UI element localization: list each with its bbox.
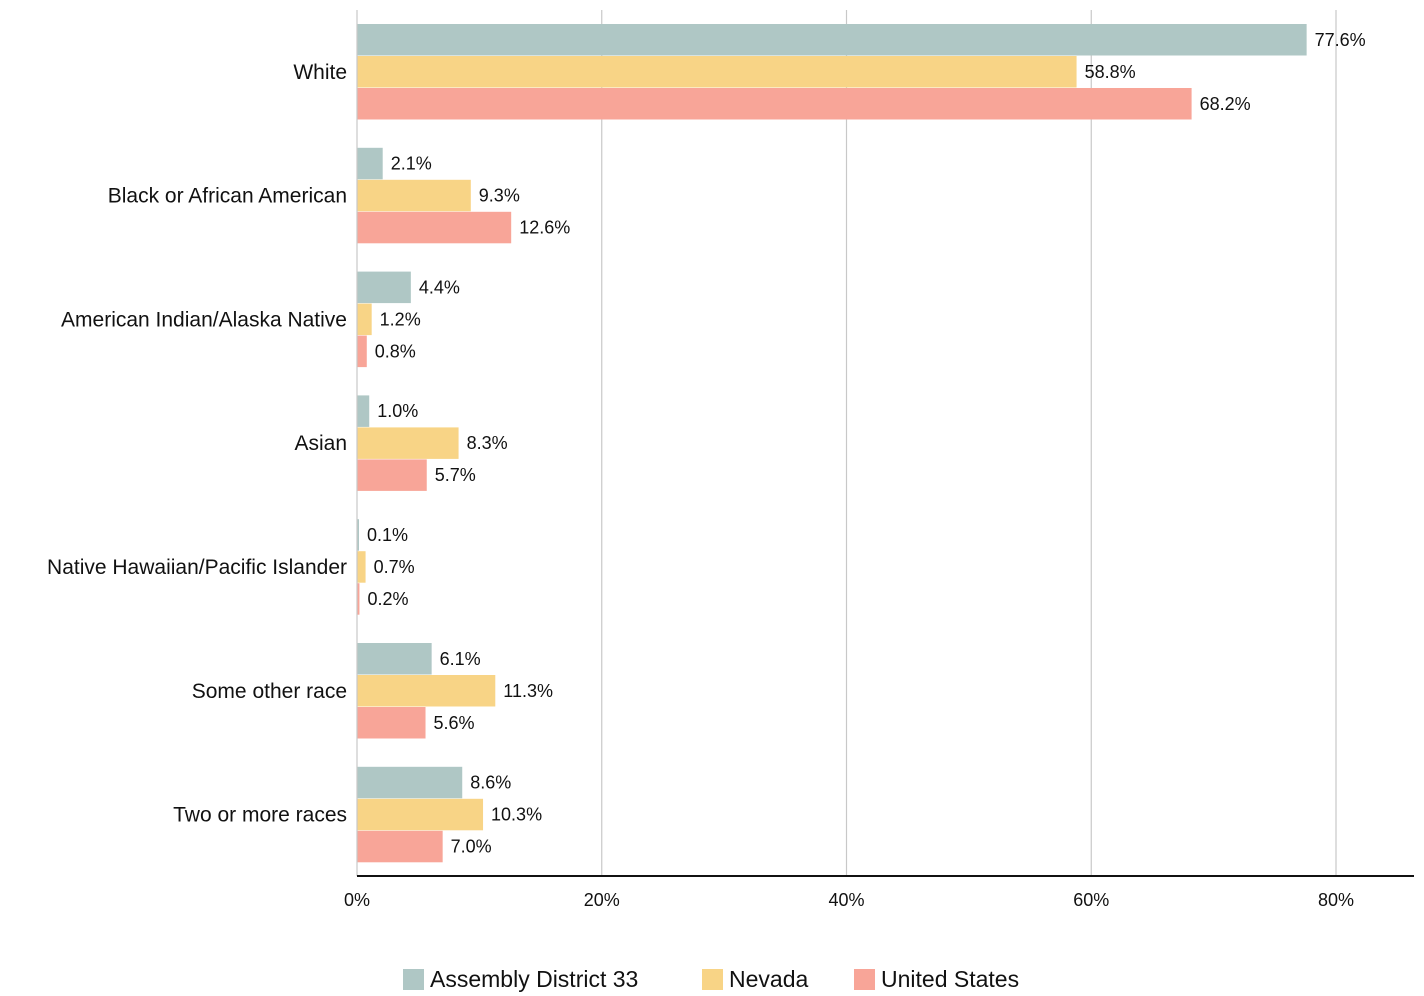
bar — [357, 395, 370, 427]
data-label: 0.7% — [374, 557, 415, 577]
bar — [357, 766, 463, 799]
bar — [357, 830, 443, 863]
data-label: 5.6% — [434, 713, 475, 733]
bar — [357, 707, 426, 739]
bar — [357, 56, 1077, 88]
data-label: 6.1% — [440, 649, 481, 669]
bar — [357, 643, 432, 675]
data-label: 0.2% — [367, 589, 408, 609]
bar — [357, 551, 366, 583]
legend-label: Assembly District 33 — [430, 966, 638, 992]
data-label: 77.6% — [1315, 30, 1366, 50]
bar — [357, 675, 496, 707]
data-label: 58.8% — [1085, 62, 1136, 82]
bar — [357, 519, 359, 551]
data-label: 11.3% — [503, 681, 553, 701]
data-label: 1.0% — [377, 401, 418, 421]
data-label: 1.2% — [380, 309, 421, 329]
legend-swatch — [702, 969, 723, 990]
legend-swatch — [403, 969, 424, 990]
data-label: 7.0% — [451, 837, 492, 857]
data-label: 9.3% — [479, 186, 520, 206]
data-label: 12.6% — [519, 218, 570, 238]
x-tick-label: 60% — [1073, 890, 1109, 910]
legend-swatch — [854, 969, 875, 990]
data-label: 8.6% — [470, 773, 511, 793]
legend-label: Nevada — [729, 966, 808, 992]
bar — [357, 179, 471, 212]
x-tick-label: 0% — [344, 890, 370, 910]
legend-label: United States — [881, 966, 1019, 992]
x-tick-label: 40% — [828, 890, 864, 910]
bar — [357, 427, 459, 459]
data-label: 0.1% — [367, 525, 408, 545]
data-label: 5.7% — [435, 465, 476, 485]
data-label: 68.2% — [1200, 94, 1251, 114]
data-label: 4.4% — [419, 277, 460, 297]
category-label: Two or more races — [173, 804, 347, 827]
bar — [357, 303, 372, 336]
category-label: Asian — [294, 432, 347, 455]
data-label: 10.3% — [491, 805, 542, 825]
bar — [357, 583, 360, 615]
bar — [357, 335, 367, 368]
data-label: 2.1% — [391, 154, 432, 174]
bar — [357, 24, 1307, 56]
bar — [357, 211, 512, 244]
data-label: 8.3% — [467, 433, 508, 453]
category-label: Black or African American — [108, 185, 347, 208]
data-label: 0.8% — [375, 341, 416, 361]
x-tick-label: 20% — [584, 890, 620, 910]
category-label: American Indian/Alaska Native — [61, 308, 347, 331]
bar — [357, 147, 383, 180]
bar — [357, 88, 1192, 120]
category-label: Native Hawaiian/Pacific Islander — [47, 556, 347, 579]
bar — [357, 459, 427, 491]
category-label: Some other race — [192, 680, 347, 703]
bar — [357, 798, 484, 831]
bar — [357, 271, 411, 304]
category-label: White — [293, 61, 347, 84]
x-tick-label: 80% — [1318, 890, 1354, 910]
